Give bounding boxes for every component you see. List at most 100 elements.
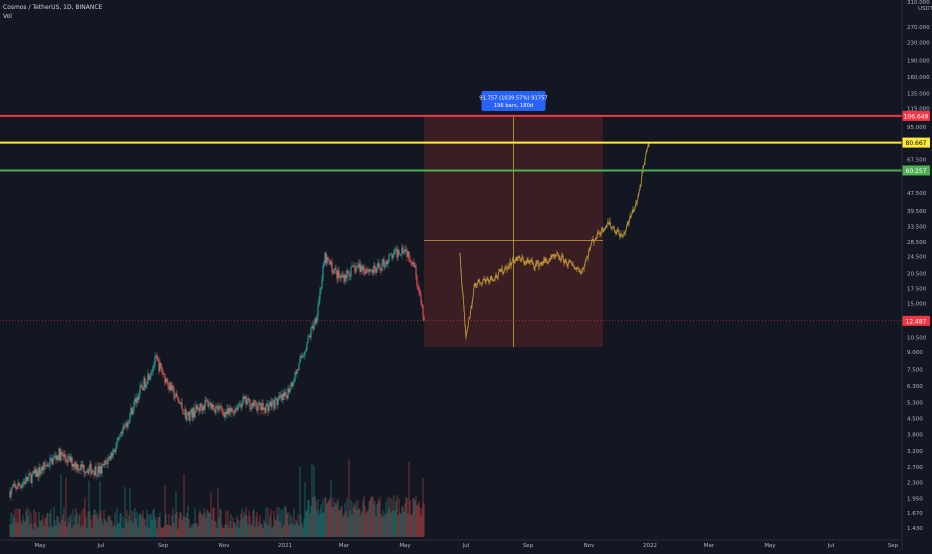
symbol-title[interactable]: Cosmos / TetherUS, 1D, BINANCE [3,4,103,11]
volume-bar [290,523,292,537]
candle-body [145,384,147,388]
volume-bar [382,510,384,537]
candle-body [258,402,260,405]
volume-bar [389,497,391,537]
volume-bar [14,508,16,537]
candle-body [128,421,130,423]
candle-body [165,378,167,383]
candle-body [154,356,156,366]
volume-bar [261,524,263,537]
candle-body [300,356,302,359]
volume-bar [92,514,94,537]
volume-bar [49,512,51,537]
candle-body [382,259,384,263]
candle-body [123,426,125,429]
volume-bar [214,520,216,537]
volume-bar [235,526,237,537]
volume-bar [195,523,197,537]
volume-bar [420,515,422,537]
volume-bar [177,528,179,537]
volume-bar [204,512,206,537]
volume-bar [201,515,203,537]
candle-body [38,467,40,477]
candle-body [389,254,391,256]
volume-bar [73,525,75,537]
volume-bar [245,507,247,537]
candle-body [232,410,234,412]
candle-body [28,473,30,478]
volume-bar [237,519,239,537]
y-tick-0: 270.000 [907,25,930,31]
volume-bar [99,481,101,537]
candle-body [391,254,393,259]
candle-body [32,471,34,475]
candle-body [419,291,421,295]
candle-body [49,458,51,466]
volume-bar [88,480,90,537]
candle-body [277,399,279,405]
candle-body [59,448,61,461]
volume-bar [123,528,125,537]
candle-body [114,451,116,453]
volume-bar [46,512,48,537]
measure-box-layer [424,115,603,347]
candle-body [266,403,268,405]
candle-body [394,248,396,251]
volume-bar [98,514,100,537]
volume-bar [155,519,157,537]
volume-bar [227,510,229,537]
candle-body [333,269,335,274]
candle-body [81,464,83,468]
volume-bar [262,528,264,537]
candle-body [296,369,298,374]
volume-bar [126,510,128,537]
volume-bar [283,524,285,537]
candle-body [88,468,90,474]
candle-body [110,452,112,460]
volume-bar [285,507,287,537]
candle-body [70,457,72,462]
volume-bar [93,509,95,537]
candle-body [104,460,106,465]
volume-bar [288,525,290,537]
candle-body [253,400,255,407]
volume-bar [304,482,306,537]
candle-body [115,446,117,452]
candle-body [103,463,105,465]
candle-body [147,373,149,384]
volume-layer [9,459,425,537]
candle-body [350,266,352,277]
candle-body [318,299,320,306]
x-tick-11: Mar [704,543,715,549]
volume-bar [130,520,132,537]
candle-body [47,464,49,467]
candle-body [360,265,362,272]
candle-body [43,462,45,471]
candle-body [323,263,325,267]
candle-body [385,260,387,266]
volume-bar [135,518,137,537]
candle-body [62,454,64,457]
volume-bar [405,497,407,537]
candle-body [414,265,416,267]
candle-body [79,469,81,471]
candle-body [135,398,137,403]
candle-body [44,462,46,466]
level-label-1: 80.667 [906,140,927,147]
candle-body [41,466,43,471]
volume-label[interactable]: Vol [3,13,12,20]
volume-bar [394,510,396,537]
volume-bar [268,524,270,537]
candle-body [354,267,356,273]
candle-body [262,402,264,411]
volume-bar [59,523,61,537]
volume-bar [151,520,153,537]
volume-bar [326,503,328,537]
volume-bar [131,510,133,537]
volume-bar [23,520,25,537]
levels-layer[interactable]: 106.649 80.667 60.257 12.487 [0,110,930,326]
candle-body [100,466,102,474]
